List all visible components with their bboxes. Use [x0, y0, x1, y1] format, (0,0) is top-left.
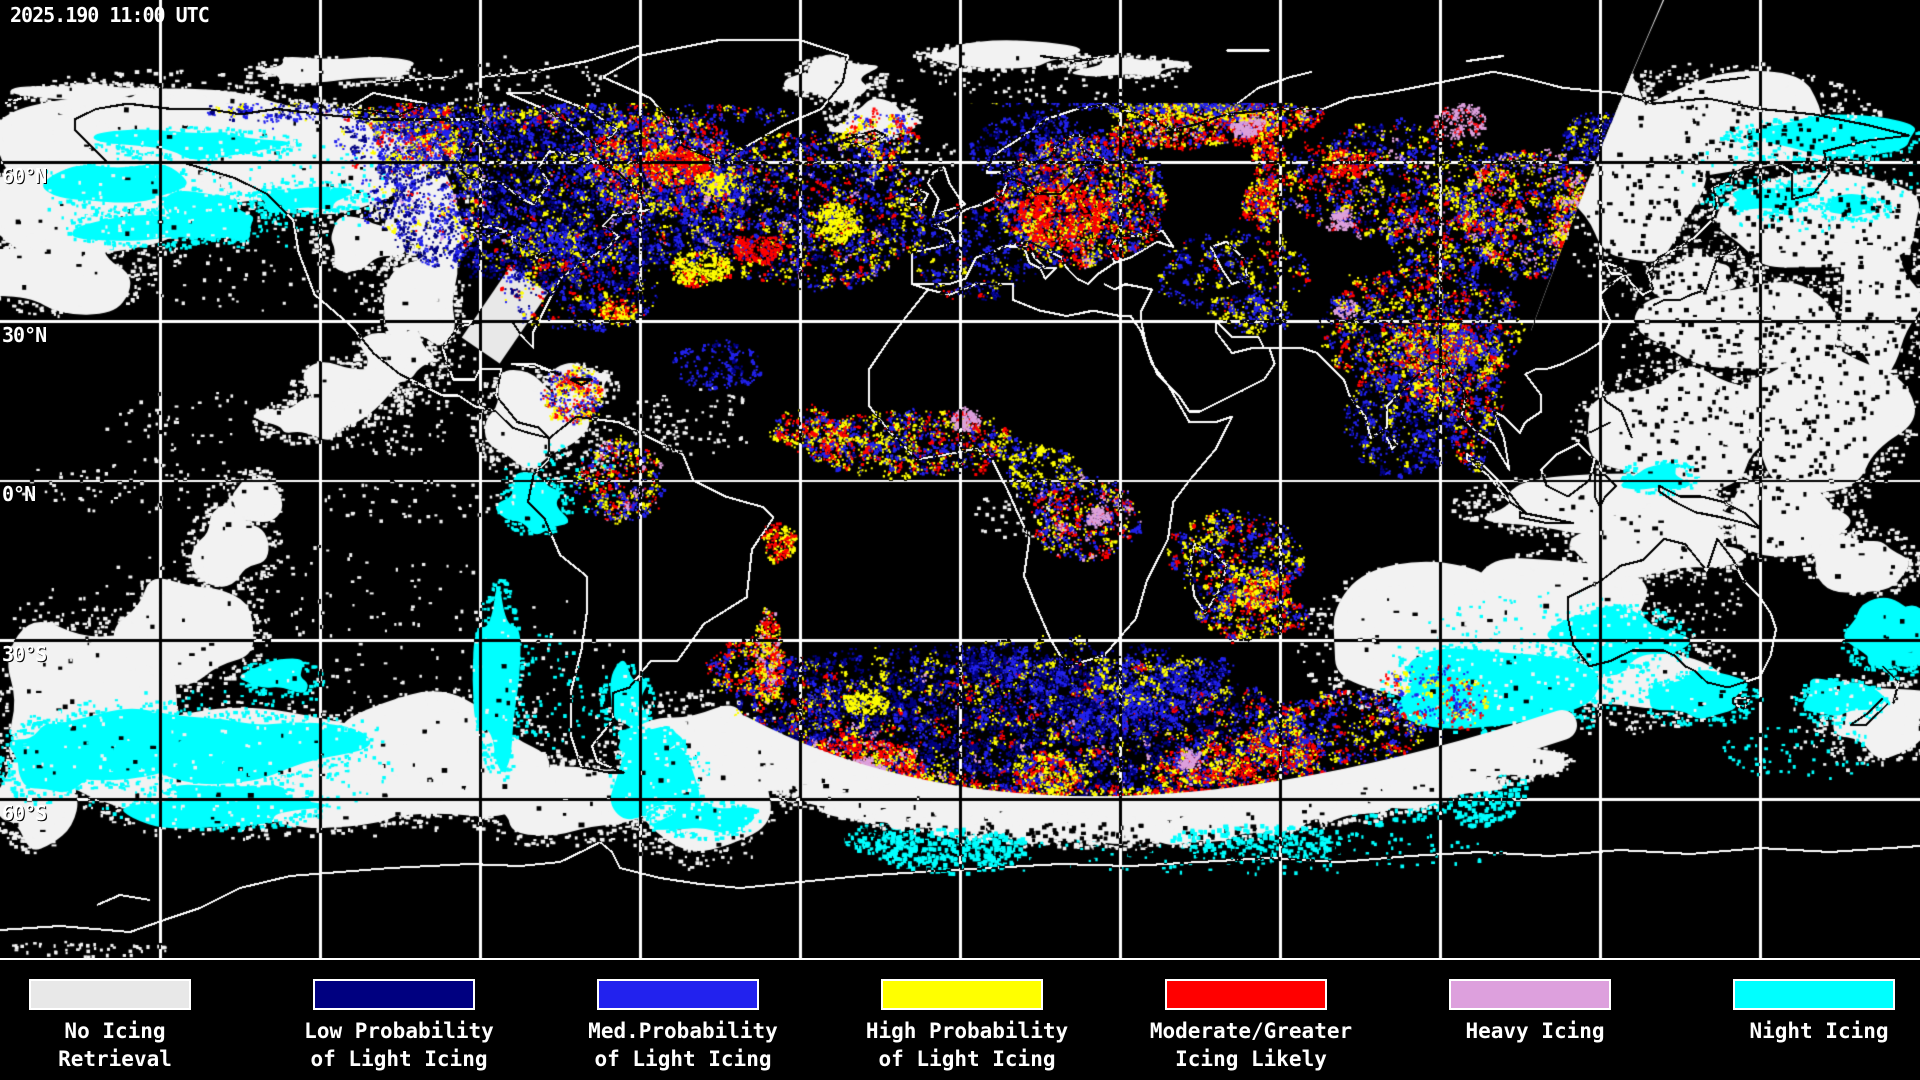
legend-swatch-high-prob — [881, 979, 1043, 1010]
legend-swatch-med-prob — [597, 979, 759, 1010]
legend: No Icing Retrieval Low Probability of Ligh… — [0, 958, 1920, 1080]
legend-label-heavy: Heavy Icing — [1465, 1019, 1605, 1043]
legend-swatch-no-icing — [29, 979, 191, 1010]
lat-label-30n: 30°N — [2, 323, 47, 347]
lat-label-60n: 60°N — [2, 164, 47, 188]
legend-label-moderate: Moderate/Greater Icing Likely — [1149, 1019, 1353, 1071]
lat-label-60s: 60°S — [2, 801, 47, 825]
legend-swatch-low-prob — [313, 979, 475, 1010]
legend-label-low-prob: Low Probability of Light Icing — [304, 1019, 494, 1071]
timestamp: 2025.190 11:00 UTC — [10, 3, 210, 27]
legend-swatch-heavy — [1449, 979, 1611, 1010]
legend-swatch-moderate — [1165, 979, 1327, 1010]
lat-label-30s: 30°S — [2, 642, 47, 666]
lat-label-0n: 0°N — [2, 482, 36, 506]
legend-label-no-icing: No Icing Retrieval — [58, 1019, 172, 1071]
legend-label-med-prob: Med.Probability of Light Icing — [588, 1019, 778, 1071]
legend-swatch-night — [1733, 979, 1895, 1010]
legend-label-high-prob: High Probability of Light Icing — [865, 1019, 1069, 1071]
legend-label-night: Night Icing — [1749, 1019, 1889, 1043]
world-icing-map — [0, 0, 1920, 958]
